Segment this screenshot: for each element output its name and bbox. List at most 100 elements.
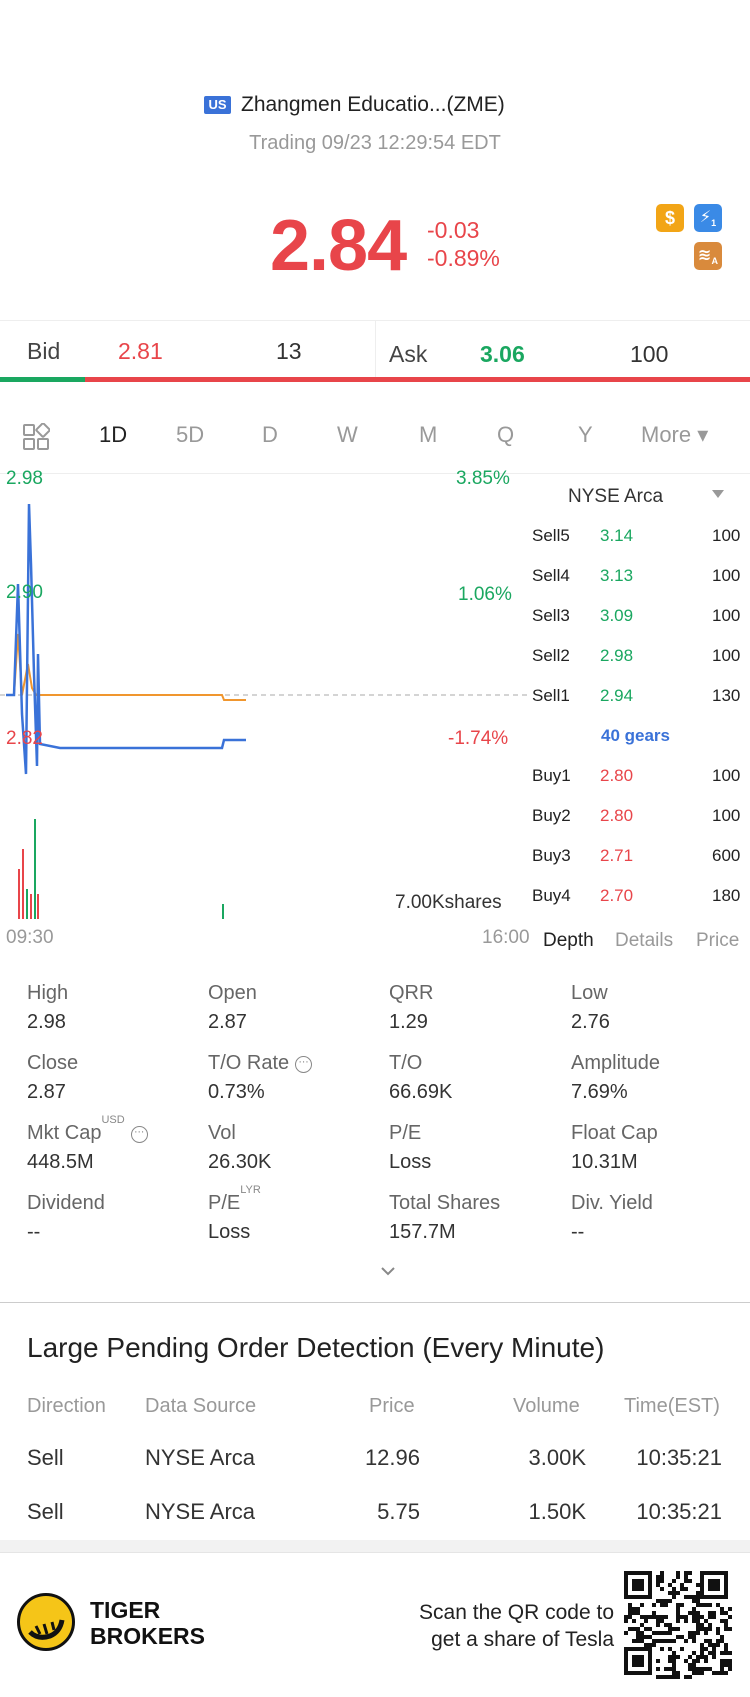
orderbook-size: 100 (712, 606, 741, 625)
bid-price: 2.81 (118, 338, 163, 364)
stat-value: 2.87 (27, 1081, 66, 1103)
col-volume: Volume (513, 1395, 580, 1417)
layers-badge-icon[interactable]: ≋A (694, 242, 722, 270)
orderbook-size: 100 (712, 766, 741, 785)
volume-label: 7.00Kshares (395, 892, 502, 913)
orderbook-label: Buy1 (532, 766, 571, 785)
tab-q[interactable]: Q (497, 422, 515, 447)
exchange-dropdown-icon[interactable] (712, 490, 724, 498)
info-icon[interactable]: ⋯ (130, 1126, 148, 1144)
tab-details[interactable]: Details (615, 930, 674, 951)
stat-cell: Low 2.76 (571, 982, 746, 1034)
orderbook-row[interactable]: Sell4 3.13 100 (532, 566, 750, 596)
orderbook-price: 2.71 (600, 846, 634, 865)
orderbook-size: 600 (712, 846, 741, 865)
tab-5d[interactable]: 5D (176, 422, 205, 447)
flash-glyph: ⚡ (699, 209, 712, 226)
order-volume: 1.50K (528, 1499, 587, 1524)
orderbook-label: Sell4 (532, 566, 570, 585)
stat-value: 448.5M (27, 1151, 94, 1173)
stat-label: Div. Yield (571, 1192, 653, 1214)
stat-label: Amplitude (571, 1052, 660, 1074)
orderbook-row[interactable]: Sell2 2.98 100 (532, 646, 750, 676)
stat-label: QRR (389, 982, 434, 1004)
orderbook-row[interactable]: Buy3 2.71 600 (532, 846, 750, 876)
intraday-chart[interactable]: 2.98 2.90 2.82 3.85% 1.06% -1.74% 7.00Ks… (0, 468, 530, 919)
info-icon[interactable]: ⋯ (295, 1056, 313, 1074)
volume-bar (222, 904, 224, 919)
ask-strength-bar (85, 377, 750, 382)
orderbook-price: 2.70 (600, 886, 634, 905)
col-price: Price (369, 1395, 415, 1417)
large-orders-title: Large Pending Order Detection (Every Min… (27, 1332, 605, 1363)
col-source: Data Source (145, 1395, 257, 1417)
price-line (6, 503, 246, 775)
stat-value: 26.30K (208, 1151, 272, 1173)
orderbook-label: Buy4 (532, 886, 571, 905)
stat-label: High (27, 982, 69, 1004)
avg-price-line (13, 633, 246, 701)
stat-value: 7.69% (571, 1081, 628, 1103)
pct-label-top: 3.85% (456, 468, 510, 489)
flash-badge-icon[interactable]: ⚡1 (694, 204, 722, 232)
change-value: -0.03 (427, 217, 480, 243)
tab-more[interactable]: More ▾ (641, 422, 709, 447)
stat-cell: Vol 26.30K (208, 1122, 383, 1174)
x-label-start: 09:30 (6, 927, 54, 948)
orderbook-label: Sell1 (532, 686, 570, 705)
orderbook-price: 3.09 (600, 606, 634, 625)
tab-m[interactable]: M (419, 422, 438, 447)
orderbook-row[interactable]: Buy2 2.80 100 (532, 806, 750, 836)
order-direction: Sell (27, 1445, 64, 1470)
tab-1d[interactable]: 1D (99, 422, 128, 447)
orderbook-row[interactable]: Sell5 3.14 100 (532, 526, 750, 556)
orderbook-row[interactable]: Sell1 2.94 130 (532, 686, 750, 716)
x-label-end: 16:00 (482, 927, 530, 948)
stat-cell: Amplitude 7.69% (571, 1052, 746, 1104)
stat-value: -- (571, 1221, 585, 1243)
tiger-logo-icon (17, 1593, 75, 1651)
stat-cell: Close 2.87 (27, 1052, 202, 1104)
stat-cell: Div. Yield -- (571, 1192, 746, 1244)
tab-depth[interactable]: Depth (543, 930, 594, 951)
orderbook-size: 180 (712, 886, 741, 905)
grid-icon[interactable] (22, 422, 51, 451)
order-time: 10:35:21 (636, 1445, 722, 1470)
gears-link[interactable]: 40 gears (601, 726, 670, 745)
tab-price[interactable]: Price (696, 930, 740, 951)
tab-d[interactable]: D (262, 422, 278, 447)
section-gap (0, 1540, 750, 1552)
orderbook-price: 2.80 (600, 806, 634, 825)
tab-y[interactable]: Y (578, 422, 593, 447)
orderbook-row[interactable]: Buy1 2.80 100 (532, 766, 750, 796)
bid-size: 13 (276, 338, 302, 364)
bid-ask-panel: Bid 2.81 13 Ask 3.06 100 (0, 320, 750, 380)
qr-code[interactable] (624, 1571, 732, 1679)
dollar-badge-icon[interactable]: $ (656, 204, 684, 232)
stat-label: Mkt Cap (27, 1122, 102, 1144)
stat-value: 66.69K (389, 1081, 453, 1103)
orderbook-row[interactable]: Sell3 3.09 100 (532, 606, 750, 636)
orderbook-label: Sell3 (532, 606, 570, 625)
stat-label: T/O (389, 1052, 423, 1074)
exchange-select[interactable]: NYSE Arca (568, 486, 664, 507)
promo-footer: TIGER BROKERS Scan the QR code to get a … (0, 1552, 750, 1697)
stat-value: 2.76 (571, 1011, 610, 1033)
orderbook-price: 3.14 (600, 526, 634, 545)
expand-chevron-icon[interactable] (380, 1263, 396, 1279)
orderbook-price: 2.98 (600, 646, 634, 665)
ask-label: Ask (389, 341, 428, 367)
tab-w[interactable]: W (337, 422, 358, 447)
stat-sup: LYR (240, 1183, 261, 1196)
volume-bar (37, 894, 39, 919)
stat-label: Low (571, 982, 608, 1004)
y-label-mid: 2.90 (6, 582, 43, 603)
stock-title: Zhangmen Educatio...(ZME) (241, 93, 505, 116)
col-time: Time(EST) (624, 1395, 720, 1417)
orderbook-row[interactable]: Buy4 2.70 180 (532, 886, 750, 916)
orderbook-label: Sell5 (532, 526, 570, 545)
volume-bars (18, 819, 224, 919)
orderbook-size: 130 (712, 686, 741, 705)
stat-label: Total Shares (389, 1192, 501, 1214)
stat-value: 2.87 (208, 1011, 247, 1033)
